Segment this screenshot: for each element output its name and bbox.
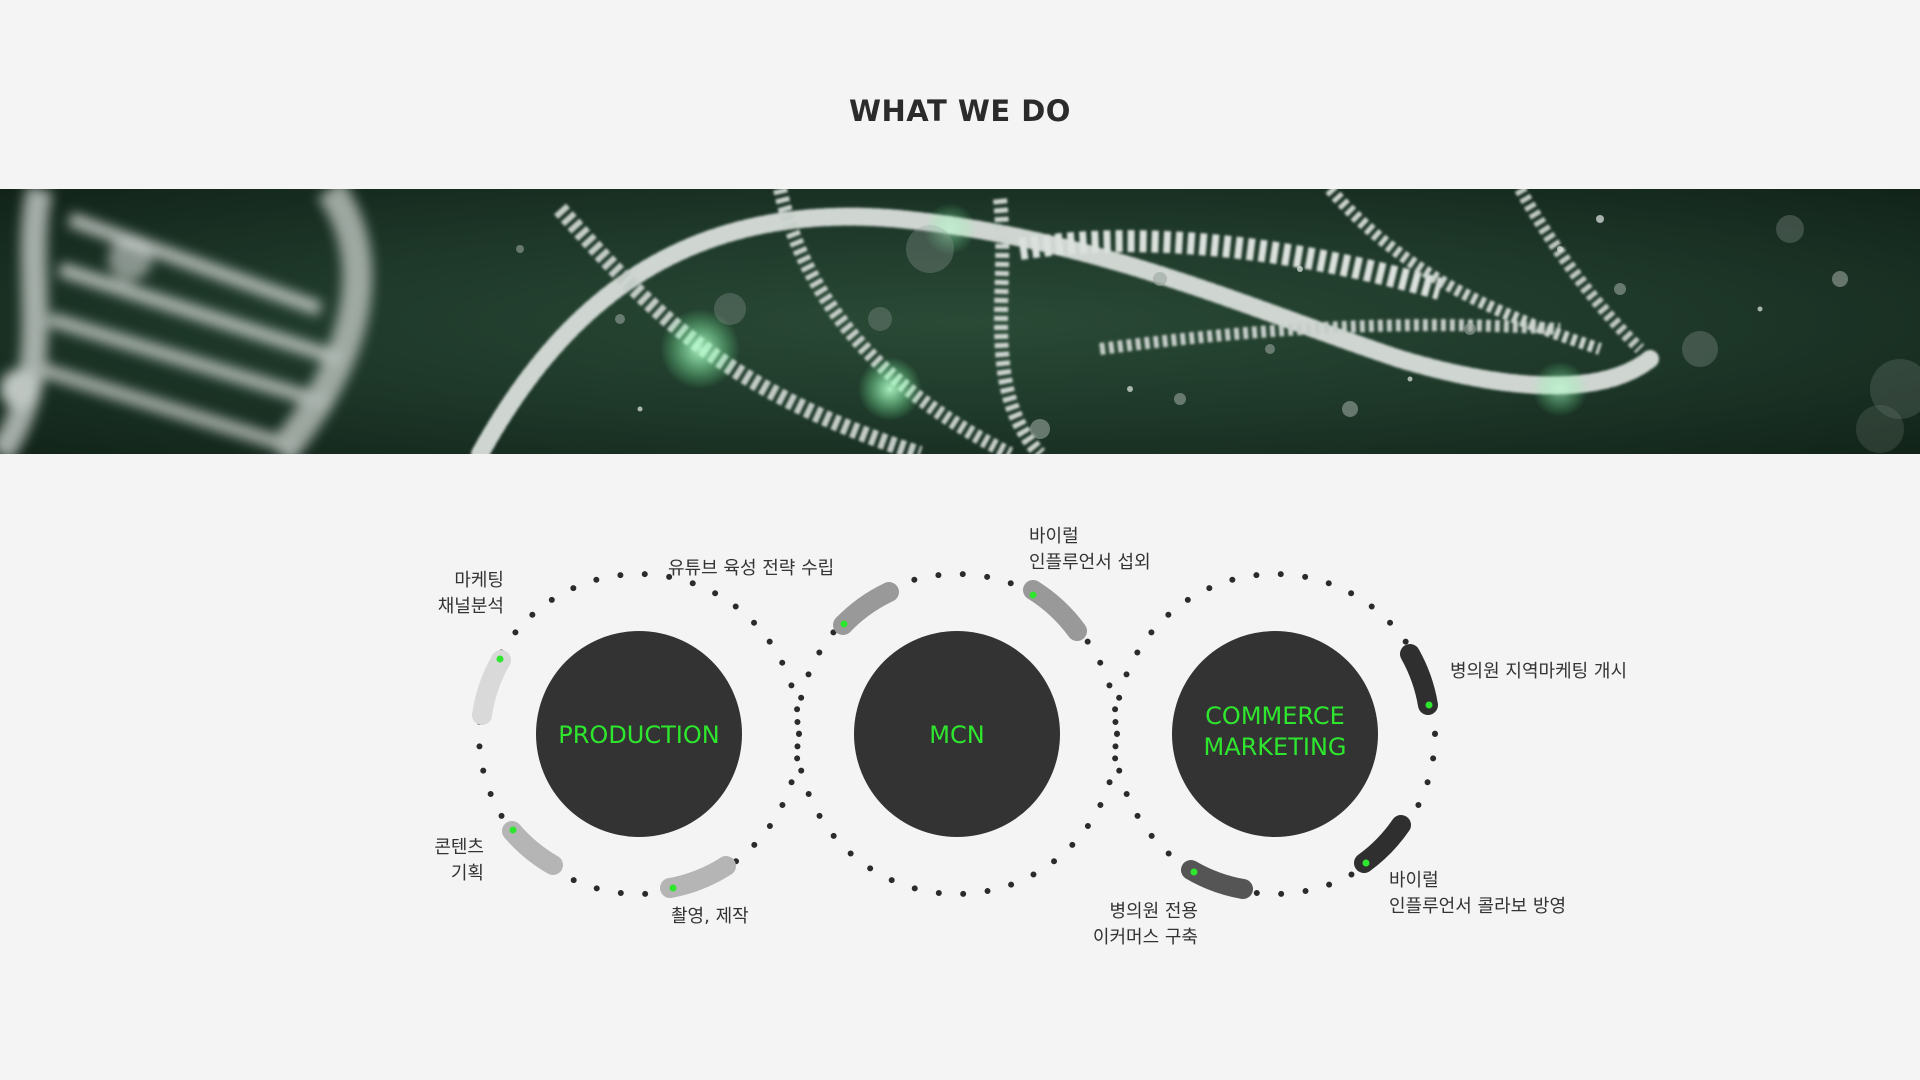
label-shooting-production: 촬영, 제작 (671, 906, 749, 927)
mcn-arc-influencer[interactable] (1023, 580, 1087, 641)
marker-dot (669, 884, 677, 892)
production-arc-shoot[interactable] (660, 856, 736, 898)
label-viral-influencer-recruit: 바이럴 인플루언서 섭외 (1029, 526, 1151, 573)
mcn-arc-youtube[interactable] (833, 582, 899, 635)
commerce-arc-ecommerce[interactable] (1181, 860, 1253, 899)
section-title: WHAT WE DO (849, 94, 1071, 128)
label-viral-influencer-collab: 바이럴 인플루언서 콜라보 방영 (1389, 870, 1567, 917)
dna-helix-image (0, 189, 1920, 454)
label-content-planning: 콘텐츠 기획 (434, 837, 484, 884)
mcn-title: MCN (929, 721, 984, 749)
marker-dot (1190, 868, 1198, 876)
commerce-arc-collab[interactable] (1354, 815, 1411, 873)
commerce-title-line1: COMMERCE (1205, 702, 1345, 730)
label-marketing-channel-analysis: 마케팅 채널분석 (437, 570, 504, 617)
marker-dot (1029, 591, 1037, 599)
marker-dot (1362, 859, 1370, 867)
label-clinic-ecommerce: 병의원 전용 이커머스 구축 (1092, 901, 1198, 948)
arc-marker-dots (496, 591, 1433, 892)
marker-dot (509, 826, 517, 834)
mcn-node[interactable]: MCN (854, 631, 1060, 837)
production-orbit (476, 571, 802, 897)
mcn-orbit (794, 571, 1120, 897)
dna-banner (0, 189, 1920, 454)
commerce-marketing-node[interactable]: COMMERCE MARKETING (1172, 631, 1378, 837)
commerce-orbit (1112, 571, 1438, 897)
production-arc-channel[interactable] (472, 650, 511, 725)
marker-dot (496, 655, 504, 663)
production-arc-content[interactable] (502, 821, 563, 875)
production-node[interactable]: PRODUCTION (536, 631, 742, 837)
label-clinic-local-marketing: 병의원 지역마케팅 개시 (1450, 661, 1628, 682)
label-youtube-strategy: 유튜브 육성 전략 수립 (668, 558, 835, 579)
commerce-title-line2: MARKETING (1204, 733, 1347, 761)
marker-dot (840, 620, 848, 628)
marker-dot (1425, 701, 1433, 709)
production-title: PRODUCTION (558, 721, 719, 749)
commerce-arc-local[interactable] (1400, 644, 1438, 715)
